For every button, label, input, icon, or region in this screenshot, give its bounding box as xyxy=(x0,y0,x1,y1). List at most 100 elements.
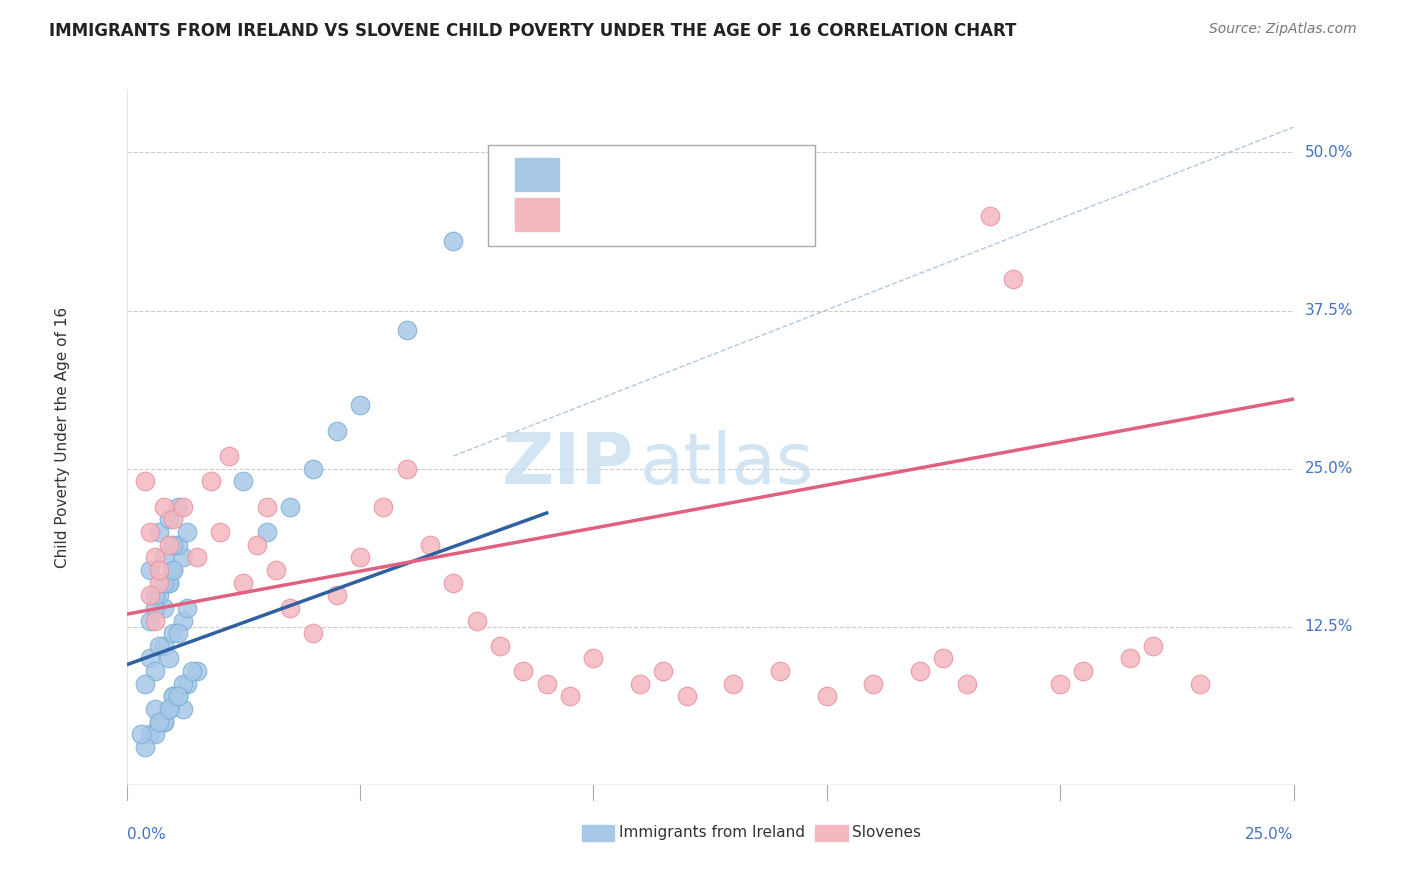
Point xyxy=(373,500,395,514)
Point xyxy=(1049,677,1071,691)
Point xyxy=(172,702,194,716)
Point xyxy=(558,690,581,704)
Text: Immigrants from Ireland: Immigrants from Ireland xyxy=(619,825,806,840)
Point xyxy=(153,639,176,653)
Point xyxy=(167,626,190,640)
Point xyxy=(278,600,301,615)
Point xyxy=(208,524,231,539)
Point xyxy=(176,600,198,615)
Point xyxy=(172,550,194,565)
Point xyxy=(148,563,170,577)
Text: R =  0.286   N = 50: R = 0.286 N = 50 xyxy=(574,205,749,223)
Point xyxy=(143,550,166,565)
Point xyxy=(489,639,512,653)
Point xyxy=(143,727,166,741)
Point xyxy=(172,677,194,691)
Text: 50.0%: 50.0% xyxy=(1305,145,1353,160)
Point xyxy=(153,500,176,514)
Text: R =  0.321   N = 58: R = 0.321 N = 58 xyxy=(574,166,749,184)
Point xyxy=(536,677,558,691)
Point xyxy=(264,563,287,577)
Point xyxy=(278,500,301,514)
Text: 37.5%: 37.5% xyxy=(1305,303,1353,318)
Point xyxy=(256,500,278,514)
Point xyxy=(302,626,325,640)
Point xyxy=(162,563,184,577)
Point xyxy=(139,524,162,539)
Point xyxy=(139,614,162,628)
Point xyxy=(157,702,180,716)
Text: atlas: atlas xyxy=(640,431,814,500)
Point xyxy=(148,714,170,729)
Point xyxy=(162,626,184,640)
Point xyxy=(325,424,347,438)
Point xyxy=(134,677,156,691)
Point xyxy=(200,475,222,489)
Point xyxy=(979,209,1001,223)
Bar xyxy=(815,825,848,840)
Point xyxy=(675,690,697,704)
Point xyxy=(153,550,176,565)
Point xyxy=(157,512,180,526)
Point xyxy=(143,600,166,615)
Point xyxy=(139,563,162,577)
Point xyxy=(232,575,254,590)
Point xyxy=(148,714,170,729)
Point xyxy=(162,563,184,577)
Point xyxy=(628,677,651,691)
Point xyxy=(157,575,180,590)
Bar xyxy=(515,198,560,231)
Point xyxy=(325,588,347,602)
Point xyxy=(157,651,180,665)
Text: Child Poverty Under the Age of 16: Child Poverty Under the Age of 16 xyxy=(55,307,70,567)
Point xyxy=(162,690,184,704)
Point xyxy=(139,651,162,665)
Point xyxy=(441,575,464,590)
Point xyxy=(862,677,884,691)
Point xyxy=(143,702,166,716)
Point xyxy=(148,575,170,590)
Point xyxy=(395,322,418,336)
Point xyxy=(1119,651,1142,665)
Point xyxy=(143,614,166,628)
Text: 0.0%: 0.0% xyxy=(127,827,166,842)
Point xyxy=(723,677,745,691)
Point xyxy=(139,588,162,602)
Point xyxy=(134,739,156,754)
Point xyxy=(956,677,979,691)
Point xyxy=(218,449,240,463)
Point xyxy=(172,614,194,628)
Text: ZIP: ZIP xyxy=(502,431,634,500)
Text: IMMIGRANTS FROM IRELAND VS SLOVENE CHILD POVERTY UNDER THE AGE OF 16 CORRELATION: IMMIGRANTS FROM IRELAND VS SLOVENE CHILD… xyxy=(49,22,1017,40)
Point xyxy=(349,550,371,565)
Point xyxy=(153,575,176,590)
Point xyxy=(395,461,418,475)
Point xyxy=(176,677,198,691)
Bar xyxy=(582,825,614,840)
Point xyxy=(148,588,170,602)
Point xyxy=(134,475,156,489)
Point xyxy=(143,588,166,602)
Point xyxy=(157,538,180,552)
Point xyxy=(512,664,534,678)
Text: 25.0%: 25.0% xyxy=(1246,827,1294,842)
Point xyxy=(232,475,254,489)
Point xyxy=(153,714,176,729)
Point xyxy=(1189,677,1212,691)
Point xyxy=(932,651,955,665)
Point xyxy=(349,399,371,413)
Point xyxy=(153,714,176,729)
Point xyxy=(1002,272,1025,286)
Text: 25.0%: 25.0% xyxy=(1305,461,1353,476)
FancyBboxPatch shape xyxy=(488,145,815,245)
Point xyxy=(167,500,190,514)
Point xyxy=(302,461,325,475)
Point xyxy=(180,664,202,678)
Point xyxy=(582,651,605,665)
Point xyxy=(419,538,441,552)
Point xyxy=(143,664,166,678)
Point xyxy=(153,600,176,615)
Point xyxy=(148,639,170,653)
Point xyxy=(172,500,194,514)
Point xyxy=(167,538,190,552)
